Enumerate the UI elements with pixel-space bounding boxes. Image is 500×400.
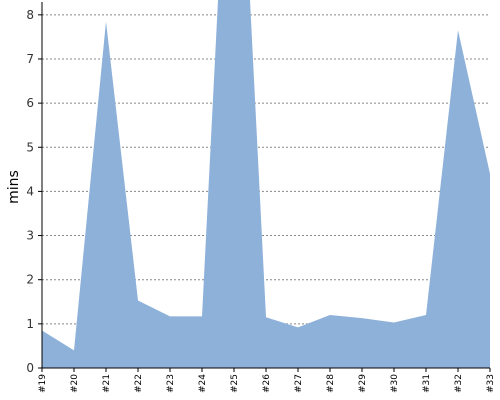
x-tick-label-3: #22 [134, 374, 144, 393]
x-tick-label-2: #21 [102, 374, 112, 393]
y-tick-layer: 0 1 2 3 4 5 6 7 8 [26, 8, 42, 375]
x-tick-label-14: #33 [486, 374, 496, 393]
area-layer [42, 0, 490, 368]
x-tick-label-0: #19 [38, 374, 48, 393]
y-tick-label-5: 5 [26, 140, 34, 154]
y-tick-label-1: 1 [26, 317, 34, 331]
y-tick-label-8: 8 [26, 8, 34, 22]
grid-layer [42, 14, 490, 325]
y-tick-label-6: 6 [26, 96, 34, 110]
x-tick-label-9: #28 [326, 374, 336, 393]
y-tick-label-0: 0 [26, 361, 34, 375]
x-tick-label-11: #30 [390, 374, 400, 393]
x-tick-label-5: #24 [198, 374, 208, 393]
x-tick-layer: #19 #20 #21 #22 #23 #24 #25 #26 #27 #28 #29 #30 #31 #… [38, 368, 496, 393]
y-axis-label: mins [6, 170, 22, 204]
y-tick-label-2: 2 [26, 273, 34, 287]
x-tick-label-4: #23 [166, 374, 176, 393]
x-tick-label-8: #27 [294, 374, 304, 393]
x-tick-label-6: #25 [230, 374, 240, 393]
y-tick-label-7: 7 [26, 52, 34, 66]
y-tick-label-3: 3 [26, 229, 34, 243]
area-series [42, 0, 490, 368]
y-tick-label-4: 4 [26, 184, 34, 198]
x-tick-label-7: #26 [262, 374, 272, 393]
x-tick-label-13: #32 [454, 374, 464, 393]
x-tick-label-10: #29 [358, 374, 368, 393]
x-tick-label-1: #20 [70, 374, 80, 393]
x-tick-label-12: #31 [422, 374, 432, 393]
